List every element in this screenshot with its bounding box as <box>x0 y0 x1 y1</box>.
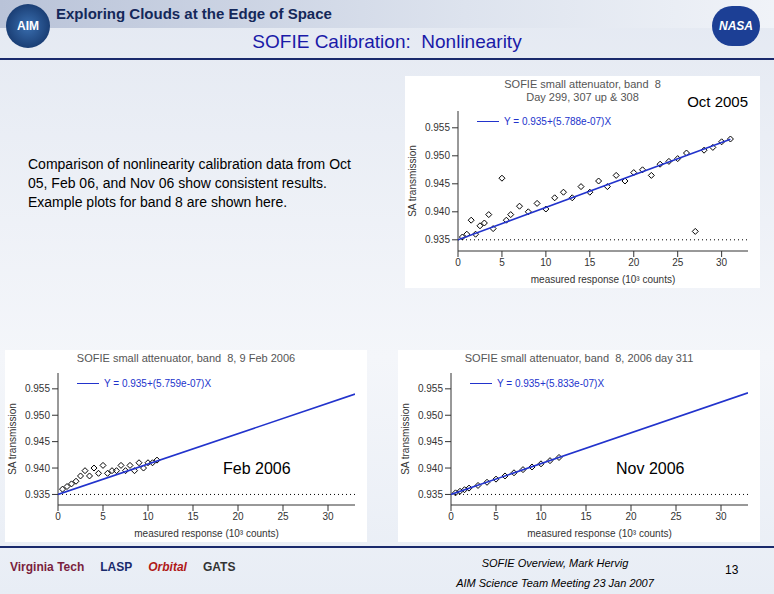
svg-text:15: 15 <box>187 511 199 522</box>
svg-text:0: 0 <box>448 511 454 522</box>
html-text:AIM: AIM <box>17 19 39 33</box>
html-text:Y = 0.935+(5.759e-07)X: Y = 0.935+(5.759e-07)X <box>104 378 212 389</box>
svg-text:0.955: 0.955 <box>25 383 50 394</box>
svg-text:measured response (10³ counts): measured response (10³ counts) <box>531 274 676 285</box>
html-text:Feb 2006: Feb 2006 <box>223 460 291 477</box>
html-text:Y = 0.935+(5.833e-07)X: Y = 0.935+(5.833e-07)X <box>497 378 605 389</box>
html-text:AIM Science Team Meeting 23 Ja: AIM Science Team Meeting 23 Jan 2007 <box>456 577 654 589</box>
svg-text:0.940: 0.940 <box>418 463 443 474</box>
svg-text:25: 25 <box>670 511 682 522</box>
svg-text:measured response (10³ counts): measured response (10³ counts) <box>527 528 672 539</box>
svg-text:0.950: 0.950 <box>425 150 450 161</box>
html-text:Virginia Tech: Virginia Tech <box>10 560 85 574</box>
html-text:NASA: NASA <box>719 19 753 33</box>
html-text:Day 299, 307 up & 308: Day 299, 307 up & 308 <box>526 91 639 103</box>
svg-text:SA transmission: SA transmission <box>407 145 418 217</box>
svg-text:20: 20 <box>625 511 637 522</box>
svg-text:10: 10 <box>535 511 547 522</box>
svg-text:0.940: 0.940 <box>25 463 50 474</box>
svg-text:25: 25 <box>672 257 684 268</box>
html-text:SOFIE small attenuator, band 8: SOFIE small attenuator, band 8, 9 Feb 20… <box>76 352 296 364</box>
svg-text:0.935: 0.935 <box>418 489 443 500</box>
html-text:Oct 2005: Oct 2005 <box>687 93 748 110</box>
svg-text:30: 30 <box>715 511 727 522</box>
html-text:Exploring Clouds at the Edge o: Exploring Clouds at the Edge of Space <box>56 5 332 22</box>
svg-text:20: 20 <box>232 511 244 522</box>
svg-text:5: 5 <box>493 511 499 522</box>
svg-text:0: 0 <box>55 511 61 522</box>
svg-text:measured response (10³ counts): measured response (10³ counts) <box>134 528 279 539</box>
svg-text:15: 15 <box>580 511 592 522</box>
svg-text:SA transmission: SA transmission <box>8 403 18 475</box>
svg-text:0.945: 0.945 <box>25 436 50 447</box>
html-text:SOFIE Overview, Mark Hervig: SOFIE Overview, Mark Hervig <box>481 557 629 569</box>
svg-text:20: 20 <box>628 257 640 268</box>
svg-text:SA transmission: SA transmission <box>400 403 411 475</box>
svg-text:0.935: 0.935 <box>25 489 50 500</box>
svg-text:0.955: 0.955 <box>418 383 443 394</box>
html-text:GATS: GATS <box>202 560 236 574</box>
html-text:SOFIE small attenuator, band 8: SOFIE small attenuator, band 8 <box>504 78 661 90</box>
svg-text:25: 25 <box>277 511 289 522</box>
svg-text:10: 10 <box>142 511 154 522</box>
svg-text:5: 5 <box>100 511 106 522</box>
svg-text:5: 5 <box>499 257 505 268</box>
svg-text:0.940: 0.940 <box>425 206 450 217</box>
html-text:Nov 2006: Nov 2006 <box>616 460 685 477</box>
svg-text:10: 10 <box>540 257 552 268</box>
svg-text:15: 15 <box>584 257 596 268</box>
svg-text:0.935: 0.935 <box>425 234 450 245</box>
svg-text:0.955: 0.955 <box>425 122 450 133</box>
html-text:Orbital: Orbital <box>148 560 187 574</box>
svg-text:0.945: 0.945 <box>418 436 443 447</box>
svg-text:0.950: 0.950 <box>25 410 50 421</box>
html-text:LASP: LASP <box>100 560 133 574</box>
html-text:SOFIE small attenuator, band 8: SOFIE small attenuator, band 8, 2006 day… <box>464 352 694 364</box>
html-text:SOFIE Calibration: Nonlinearit: SOFIE Calibration: Nonlinearity <box>252 31 522 52</box>
svg-text:0: 0 <box>455 257 461 268</box>
html-text:13: 13 <box>725 563 739 577</box>
svg-text:0.950: 0.950 <box>418 410 443 421</box>
svg-text:30: 30 <box>322 511 334 522</box>
svg-text:0.945: 0.945 <box>425 178 450 189</box>
svg-text:30: 30 <box>716 257 728 268</box>
html-text:Comparison of nonlinearity cal: Comparison of nonlinearity calibration d… <box>28 156 355 210</box>
html-text:Y = 0.935+(5.788e-07)X: Y = 0.935+(5.788e-07)X <box>504 116 612 127</box>
